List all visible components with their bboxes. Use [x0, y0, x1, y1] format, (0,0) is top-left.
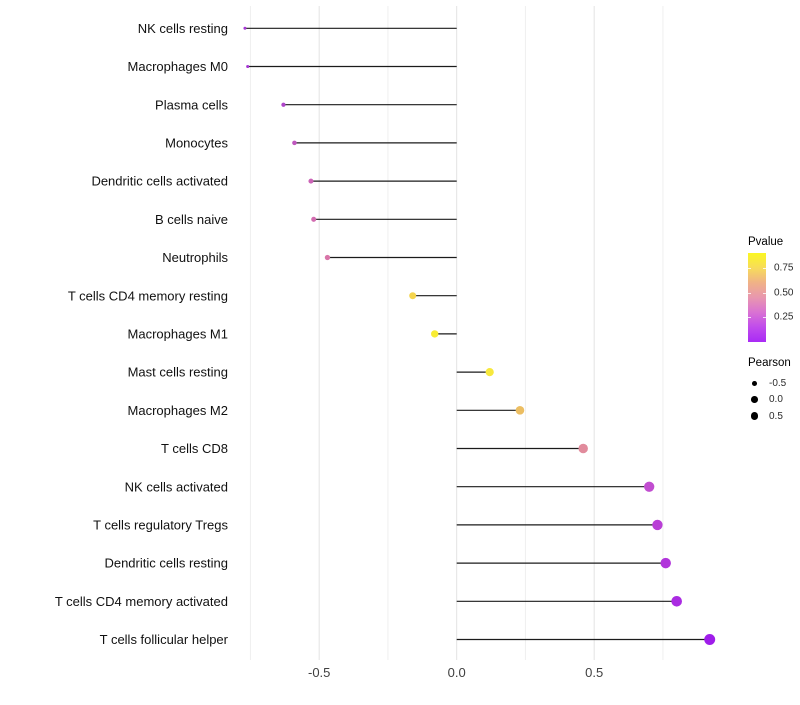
pearson-legend-item: 0.5 — [746, 408, 791, 425]
lollipop-dot — [652, 519, 663, 531]
pearson-legend-title: Pearson — [748, 357, 791, 369]
y-axis-label: Macrophages M2 — [128, 403, 228, 418]
lollipop-dot — [704, 634, 716, 645]
y-axis-label: Monocytes — [165, 136, 228, 151]
y-axis-label: Neutrophils — [162, 250, 228, 265]
pearson-legend-label: 0.5 — [769, 410, 783, 422]
lollipop-dot — [311, 216, 317, 222]
y-axis-label: NK cells resting — [138, 21, 228, 36]
y-axis-label: T cells follicular helper — [100, 632, 229, 647]
pearson-size-dot-large — [750, 412, 759, 421]
x-axis-tick-label: 0.5 — [585, 665, 603, 680]
y-axis-label: T cells CD4 memory activated — [55, 594, 228, 609]
pearson-legend-label: -0.5 — [769, 377, 787, 389]
pvalue-tick-mark — [748, 268, 751, 270]
y-axis-label: Dendritic cells resting — [104, 556, 228, 571]
lollipop-dot — [485, 367, 494, 377]
pvalue-tick-label: 0.25 — [774, 311, 794, 323]
lollipop-dot — [644, 481, 655, 492]
pvalue-tick-mark — [748, 316, 751, 318]
lollipop-dot — [660, 557, 671, 569]
pvalue-legend-title: Pvalue — [748, 236, 784, 248]
y-axis-label: Mast cells resting — [128, 365, 228, 380]
y-axis-label: T cells CD4 memory resting — [68, 288, 228, 303]
y-axis-label: Macrophages M1 — [128, 327, 228, 342]
lollipop-dot — [246, 64, 250, 69]
lollipop-dot — [243, 26, 247, 30]
pvalue-tick-mark — [763, 316, 766, 318]
y-axis-label: NK cells activated — [125, 479, 228, 494]
pearson-legend-item: 0.0 — [746, 392, 791, 409]
pvalue-tick-label: 0.75 — [774, 262, 794, 274]
lollipop-dot — [409, 292, 417, 300]
pearson-legend-label: 0.0 — [769, 394, 783, 406]
y-axis-label: T cells regulatory Tregs — [93, 518, 228, 533]
x-axis-tick-label: -0.5 — [308, 665, 330, 680]
lollipop-dot — [671, 596, 682, 607]
pearson-legend-item: -0.5 — [746, 375, 791, 392]
y-axis-label: T cells CD8 — [161, 441, 228, 456]
lollipop-dot — [431, 330, 439, 338]
y-axis-label: Plasma cells — [155, 97, 228, 112]
lollipop-dot — [515, 405, 525, 415]
pearson-legend: Pearson -0.5 0.0 0.5 — [746, 357, 791, 425]
pvalue-tick-mark — [763, 292, 766, 294]
pvalue-colorbar — [748, 253, 766, 342]
y-axis-label: Dendritic cells activated — [91, 174, 228, 189]
pvalue-tick-mark — [763, 268, 766, 270]
pvalue-tick-mark — [748, 292, 751, 294]
y-axis-label: B cells naive — [155, 212, 228, 227]
lollipop-dot — [281, 102, 286, 107]
lollipop-dot — [308, 178, 314, 184]
pvalue-tick-label: 0.50 — [774, 287, 794, 299]
lollipop-dot — [292, 140, 297, 146]
pvalue-legend: Pvalue 0.75 0.50 0.25 — [746, 236, 800, 343]
pvalue-colorbar-wrap: 0.75 0.50 0.25 — [746, 253, 800, 343]
x-axis-tick-label: 0.0 — [448, 665, 466, 680]
pearson-size-dot-small — [752, 380, 757, 386]
y-axis-label: Macrophages M0 — [128, 59, 228, 74]
pearson-size-dot-medium — [751, 396, 758, 404]
lollipop-dot — [324, 254, 331, 261]
lollipop-dot — [578, 443, 588, 454]
